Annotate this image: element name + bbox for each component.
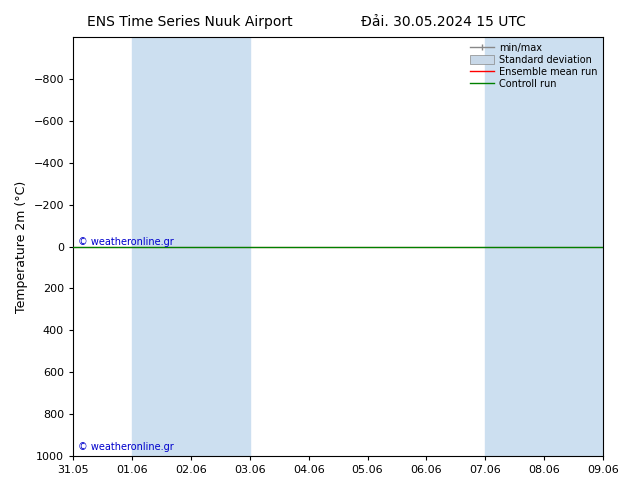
Text: Đải. 30.05.2024 15 UTC: Đải. 30.05.2024 15 UTC <box>361 15 526 29</box>
Text: © weatheronline.gr: © weatheronline.gr <box>79 237 174 246</box>
Text: © weatheronline.gr: © weatheronline.gr <box>79 442 174 452</box>
Y-axis label: Temperature 2m (°C): Temperature 2m (°C) <box>15 180 28 313</box>
Text: ENS Time Series Nuuk Airport: ENS Time Series Nuuk Airport <box>87 15 293 29</box>
Bar <box>486 37 603 456</box>
Legend: min/max, Standard deviation, Ensemble mean run, Controll run: min/max, Standard deviation, Ensemble me… <box>466 39 601 93</box>
Bar <box>132 37 250 456</box>
